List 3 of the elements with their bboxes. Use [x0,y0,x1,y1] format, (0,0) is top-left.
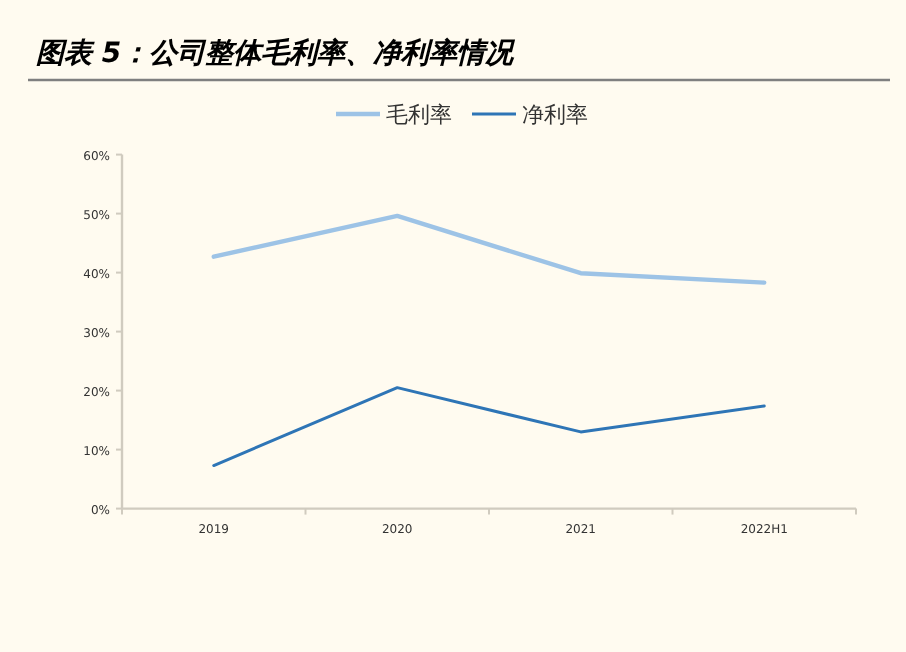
chart-title: 图表 5：公司整体毛利率、净利率情况 [36,36,518,70]
legend-label: 净利率 [522,102,588,128]
legend-label: 毛利率 [386,102,452,128]
